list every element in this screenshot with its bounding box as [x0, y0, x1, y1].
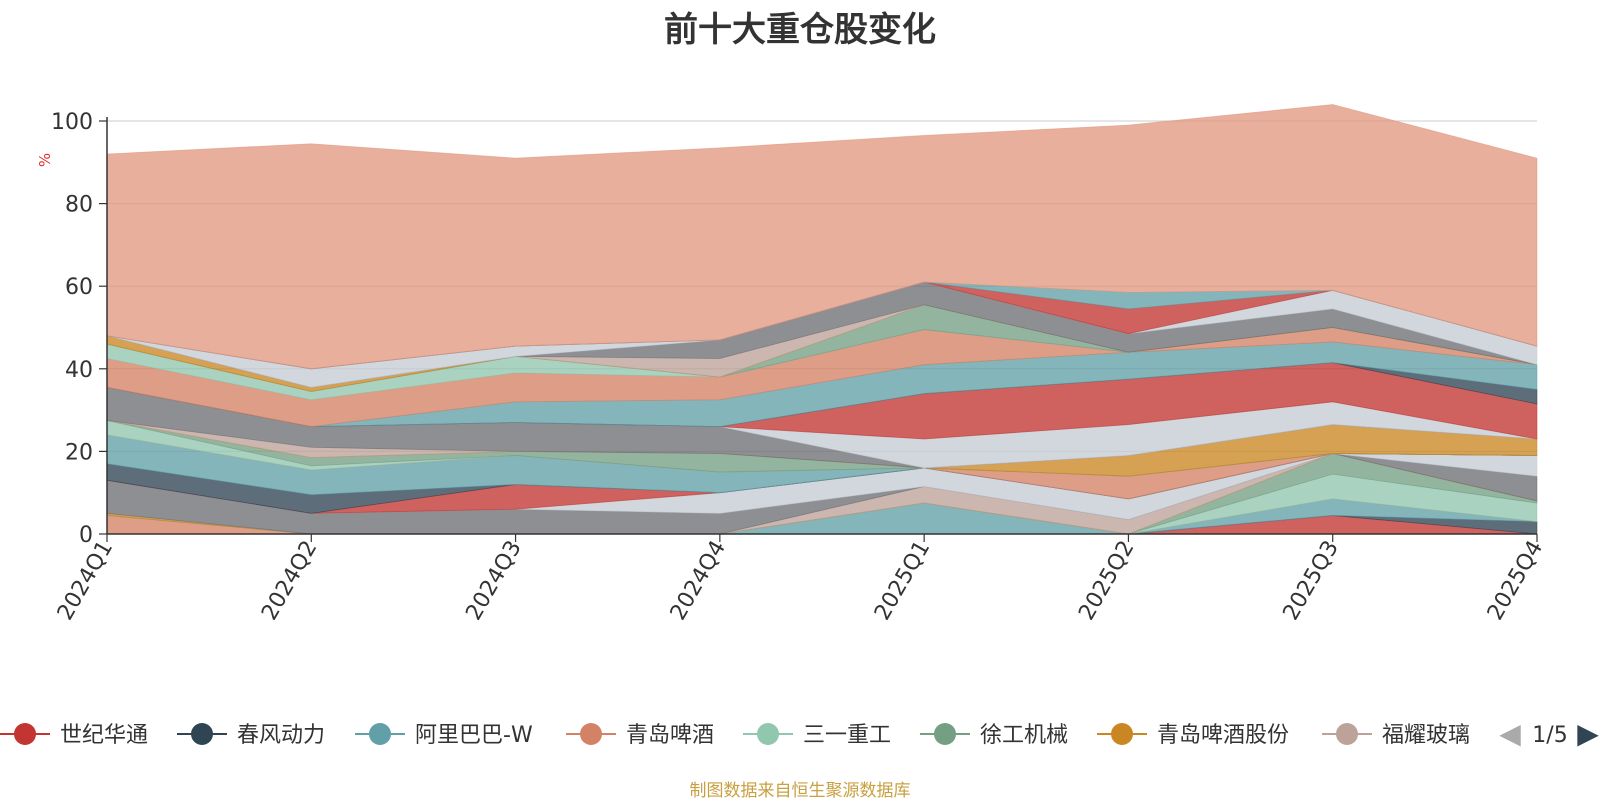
- legend-marker-dot: [934, 723, 956, 745]
- legend[interactable]: 世纪华通 春风动力 阿里巴巴-W 青岛啤酒 三一重工 徐工机械 青岛啤酒股份 福耀玻璃: [0, 723, 1470, 748]
- legend-label: 青岛啤酒: [626, 723, 714, 748]
- legend-prev-page-icon[interactable]: ◀: [1499, 717, 1521, 750]
- legend-label: 青岛啤酒股份: [1157, 723, 1289, 748]
- x-tick-label: 2025Q4: [1483, 537, 1548, 625]
- legend-marker-dot: [757, 723, 779, 745]
- legend-label: 阿里巴巴-W: [415, 723, 533, 748]
- x-tick-label: 2024Q4: [666, 537, 731, 625]
- x-tick-label: 2025Q1: [870, 537, 935, 625]
- y-tick-label: 20: [65, 440, 93, 465]
- legend-pager: ◀ 1/5 ▶: [1499, 717, 1599, 750]
- legend-marker-dot: [191, 723, 213, 745]
- legend-marker-dot: [580, 723, 602, 745]
- x-tick-label: 2025Q3: [1279, 537, 1344, 625]
- x-tick-label: 2024Q3: [461, 537, 526, 625]
- y-tick-label: 0: [79, 523, 93, 548]
- x-tick-label: 2024Q1: [53, 537, 118, 625]
- legend-marker-dot: [1336, 723, 1358, 745]
- y-tick-label: 100: [51, 110, 93, 135]
- chart-title: 前十大重仓股变化: [664, 10, 936, 50]
- legend-item-4[interactable]: 青岛啤酒: [566, 723, 714, 748]
- legend-item-7[interactable]: 青岛啤酒股份: [1097, 723, 1289, 748]
- legend-item-1[interactable]: 世纪华通: [0, 723, 148, 748]
- legend-marker-dot: [14, 723, 36, 745]
- y-tick-label: 60: [65, 275, 93, 300]
- legend-next-page-icon[interactable]: ▶: [1577, 717, 1599, 750]
- legend-page-indicator: 1/5: [1532, 723, 1567, 748]
- source-note: 制图数据来自恒生聚源数据库: [689, 781, 911, 801]
- y-tick-label: 80: [65, 193, 93, 218]
- legend-label: 世纪华通: [60, 723, 148, 748]
- area-series-layer: [106, 104, 1538, 535]
- legend-label: 徐工机械: [980, 723, 1068, 748]
- legend-label: 福耀玻璃: [1382, 723, 1470, 748]
- legend-item-3[interactable]: 阿里巴巴-W: [355, 723, 533, 748]
- legend-marker-dot: [1111, 723, 1133, 745]
- legend-item-8[interactable]: 福耀玻璃: [1322, 723, 1470, 748]
- legend-marker-dot: [369, 723, 391, 745]
- legend-item-5[interactable]: 三一重工: [743, 723, 891, 748]
- legend-label: 三一重工: [803, 723, 891, 748]
- legend-label: 春风动力: [237, 723, 325, 748]
- x-tick-label: 2025Q2: [1074, 537, 1139, 625]
- x-tick-label: 2024Q2: [257, 537, 322, 625]
- legend-item-2[interactable]: 春风动力: [177, 723, 325, 748]
- area-series-33: [106, 104, 1538, 370]
- legend-item-6[interactable]: 徐工机械: [920, 723, 1068, 748]
- y-tick-label: 40: [65, 358, 93, 383]
- y-axis-unit-label: %: [36, 153, 54, 167]
